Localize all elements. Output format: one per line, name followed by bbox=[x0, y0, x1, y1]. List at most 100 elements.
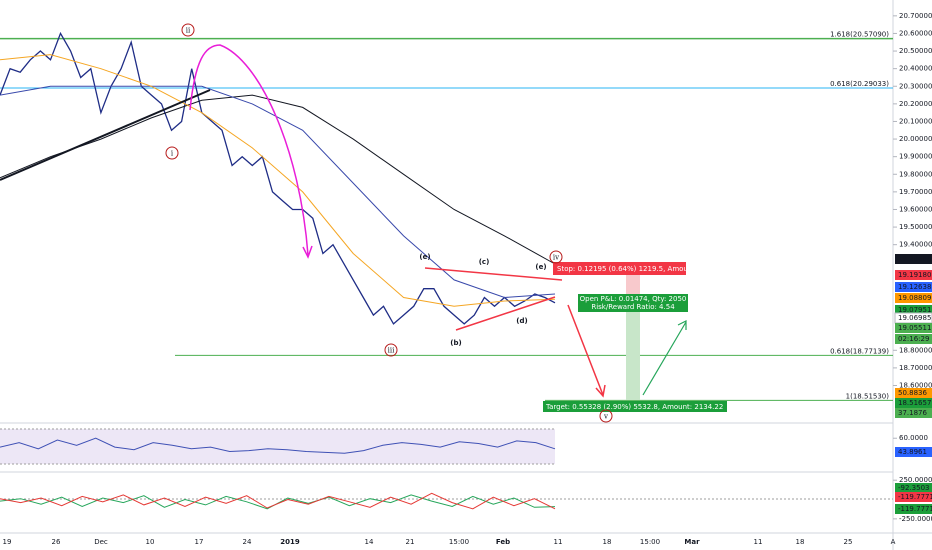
up-arrow bbox=[642, 320, 687, 396]
x-tick-label: Mar bbox=[684, 538, 700, 546]
price-tag-label: 02:16:29 bbox=[898, 335, 929, 343]
x-tick-label: 18 bbox=[796, 538, 805, 546]
x-tick-label: Dec bbox=[94, 538, 108, 546]
x-tick-label: 15:00 bbox=[449, 538, 469, 546]
price-tag bbox=[895, 483, 932, 493]
fib-label: 1.618(20.57090) bbox=[830, 31, 889, 39]
price-tag-label: 19.06985 bbox=[898, 314, 931, 322]
price-tag-label: 19.19180 bbox=[898, 271, 931, 279]
series-line bbox=[0, 492, 556, 510]
x-tick-label: 11 bbox=[554, 538, 563, 546]
wave-label: i bbox=[171, 150, 174, 158]
stop-box bbox=[553, 262, 686, 275]
x-tick-label: 26 bbox=[52, 538, 61, 546]
price-tag bbox=[895, 504, 932, 514]
price-tag bbox=[895, 388, 932, 398]
y-tick-label: 20.20000 bbox=[899, 100, 932, 108]
price-tag-label: -92.3503 bbox=[898, 484, 929, 492]
wave-label: v bbox=[603, 413, 608, 421]
wave-circle bbox=[599, 409, 613, 423]
y-tick-label: 18.80000 bbox=[899, 346, 932, 354]
y-tick-label: 18.60000 bbox=[899, 381, 932, 389]
y-tick-label: 19.60000 bbox=[899, 205, 932, 213]
x-tick-label: Feb bbox=[496, 538, 510, 546]
series-line bbox=[0, 94, 556, 265]
wave-label: iii bbox=[388, 347, 395, 355]
series-line bbox=[0, 31, 556, 325]
price-tag bbox=[895, 492, 932, 502]
x-tick-label: 2019 bbox=[280, 538, 300, 546]
x-tick-label: A bbox=[891, 538, 896, 546]
price-tag bbox=[895, 323, 932, 333]
triangle-lower bbox=[455, 296, 556, 331]
fib-label: 0.618(18.77139) bbox=[830, 347, 889, 355]
wave-label: ii bbox=[186, 27, 191, 35]
target-zone bbox=[626, 300, 640, 400]
price-tag bbox=[895, 447, 932, 457]
y-tick-label: 20.60000 bbox=[899, 29, 932, 37]
price-tag-label: -119.7771 bbox=[898, 493, 932, 501]
wave-label: (b) bbox=[450, 339, 461, 347]
target-box bbox=[543, 401, 727, 412]
wave-label: iv bbox=[553, 254, 559, 262]
y-tick-label: 18.70000 bbox=[899, 364, 932, 372]
x-tick-label: 14 bbox=[365, 538, 374, 546]
y-tick-label: 19.40000 bbox=[899, 241, 932, 249]
series-line bbox=[0, 54, 556, 307]
price-tag-label: 19.07951 bbox=[898, 306, 931, 314]
wave-circle bbox=[165, 146, 179, 160]
x-tick-label: 24 bbox=[243, 538, 252, 546]
open-box bbox=[578, 294, 688, 312]
price-tag bbox=[895, 254, 932, 264]
trendline bbox=[0, 89, 211, 181]
series-line bbox=[0, 437, 556, 454]
wave-label: (e) bbox=[535, 263, 546, 271]
price-tag-label: 43.8961 bbox=[898, 448, 927, 456]
x-tick-label: 10 bbox=[146, 538, 155, 546]
price-tag-label: 19.12638 bbox=[898, 283, 931, 291]
x-tick-label: 19 bbox=[3, 538, 12, 546]
y-tick-label: 20.00000 bbox=[899, 135, 932, 143]
wave-circle bbox=[181, 23, 195, 37]
x-tick-label: 15:00 bbox=[640, 538, 660, 546]
price-tag bbox=[895, 305, 932, 315]
y-tick-label: 19.80000 bbox=[899, 170, 932, 178]
x-tick-label: 17 bbox=[195, 538, 204, 546]
target-label: Target: 0.55328 (2.90%) 5532.8, Amount: … bbox=[545, 403, 723, 411]
open-label: Open P&L: 0.01474, Qty: 2050 bbox=[580, 295, 687, 303]
price-tag bbox=[895, 334, 932, 344]
price-tag-label: 50.8836 bbox=[898, 389, 927, 397]
wave-circle bbox=[549, 250, 563, 264]
wave-label: (c) bbox=[479, 258, 490, 266]
price-tag bbox=[895, 398, 932, 408]
y-tick-label: 19.50000 bbox=[899, 223, 932, 231]
price-tag bbox=[895, 282, 932, 292]
fib-label: 0.618(20.29033) bbox=[830, 80, 889, 88]
x-tick-label: 11 bbox=[754, 538, 763, 546]
arrow-head bbox=[302, 245, 313, 259]
price-tag-label: 19.08809 bbox=[898, 294, 931, 302]
y-tick-label: 20.50000 bbox=[899, 47, 932, 55]
wave-label: (e) bbox=[419, 253, 430, 261]
y-tick-label: -250.0000 bbox=[899, 515, 932, 523]
x-tick-label: 25 bbox=[844, 538, 853, 546]
price-tag-label: 19.28668 bbox=[898, 255, 931, 263]
triangle-upper bbox=[424, 267, 563, 281]
y-tick-label: 20.30000 bbox=[899, 82, 932, 90]
wave-label: (d) bbox=[516, 317, 527, 325]
series-line bbox=[0, 85, 556, 299]
price-tag-label: 37.1876 bbox=[898, 409, 927, 417]
rsi-band bbox=[0, 429, 555, 464]
stop-label: Stop: 0.12195 (0.64%) 1219.5, Amount: 75… bbox=[557, 265, 713, 273]
wave-circle bbox=[384, 343, 398, 357]
price-tag bbox=[895, 408, 932, 418]
y-tick-label: 20.10000 bbox=[899, 117, 932, 125]
price-tag-label: 19.05511 bbox=[898, 324, 931, 332]
y-tick-label: 19.90000 bbox=[899, 153, 932, 161]
price-tag bbox=[895, 270, 932, 280]
y-tick-label: 20.40000 bbox=[899, 65, 932, 73]
ratio-label: Risk/Reward Ratio: 4.54 bbox=[591, 303, 675, 311]
y-tick-label: 19.70000 bbox=[899, 188, 932, 196]
